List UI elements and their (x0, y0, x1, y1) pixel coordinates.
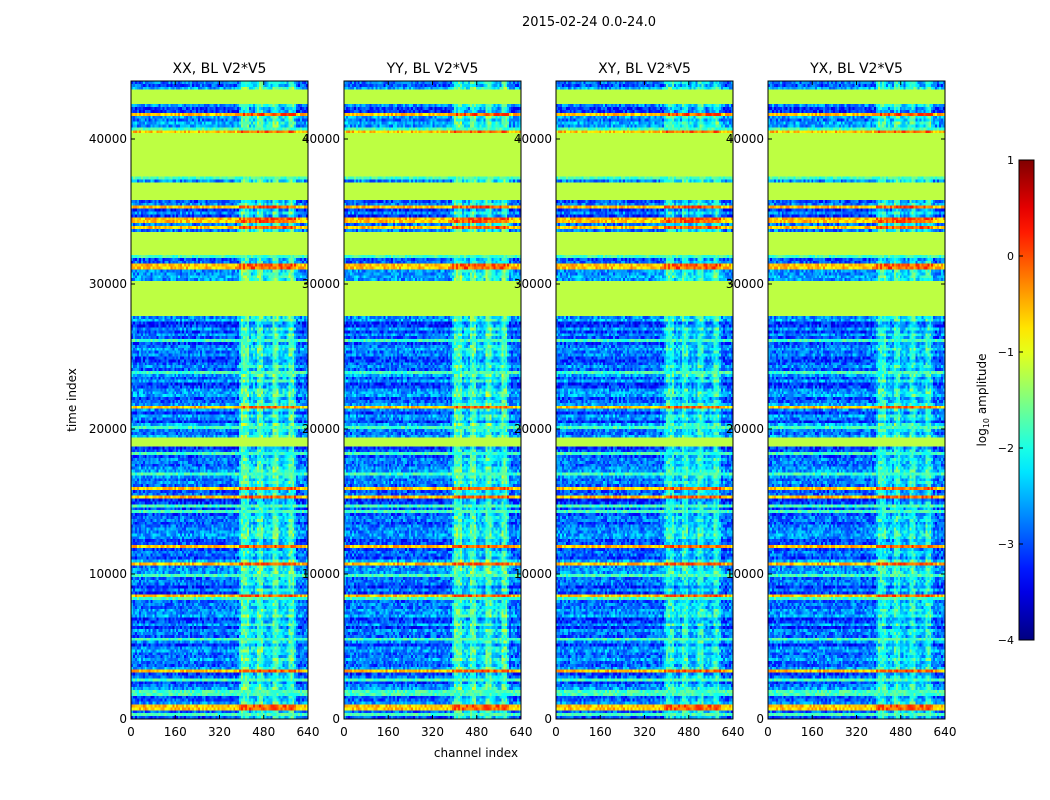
heatmap-image-yy (344, 81, 521, 719)
panels: XX, BL V2*V5 0 160 320 480 640 0 10000 20000 3000… (89, 61, 957, 739)
panel-title: XY, BL V2*V5 (598, 61, 691, 77)
y-axis-label: time index (65, 368, 79, 432)
panel-yx: YX, BL V2*V5 0 160 320 480 640 0 10000 20000 3000… (726, 61, 957, 739)
y-tick-label: 10000 (726, 567, 764, 581)
y-tick-label: 40000 (302, 132, 340, 146)
x-tick-label: 0 (552, 725, 560, 739)
figure-title: 2015-02-24 0.0-24.0 (522, 15, 656, 30)
heatmap-image-xx (131, 81, 308, 719)
colorbar: 1 0 −1 −2 −3 −4 log10 amplitude (975, 154, 1035, 647)
x-tick-label: 320 (845, 725, 868, 739)
colorbar-gradient (1018, 159, 1035, 641)
x-tick-label: 160 (377, 725, 400, 739)
y-tick-label: 30000 (726, 277, 764, 291)
x-tick-label: 320 (633, 725, 656, 739)
y-tick-label: 10000 (302, 567, 340, 581)
heatmap-image-xy (556, 81, 733, 719)
panel-xy: XY, BL V2*V5 0 160 320 480 640 0 10000 20000 3000… (514, 61, 745, 739)
x-tick-label: 160 (164, 725, 187, 739)
x-tick-label: 640 (934, 725, 957, 739)
y-tick-label: 0 (544, 712, 552, 726)
x-axis-label: channel index (434, 746, 518, 760)
panel-title: XX, BL V2*V5 (173, 61, 267, 77)
x-tick-label: 160 (589, 725, 612, 739)
y-tick-label: 20000 (89, 422, 127, 436)
y-tick-label: 0 (119, 712, 127, 726)
x-tick-label: 480 (677, 725, 700, 739)
colorbar-tick-label: −1 (998, 346, 1014, 359)
x-tick-label: 480 (252, 725, 275, 739)
colorbar-tick-label: −4 (998, 634, 1014, 647)
y-tick-label: 0 (332, 712, 340, 726)
y-tick-label: 30000 (514, 277, 552, 291)
colorbar-tick-label: −3 (998, 538, 1014, 551)
x-tick-label: 0 (340, 725, 348, 739)
x-tick-label: 640 (722, 725, 745, 739)
y-tick-label: 30000 (89, 277, 127, 291)
x-tick-label: 640 (510, 725, 533, 739)
y-tick-label: 30000 (302, 277, 340, 291)
panel-title: YX, BL V2*V5 (809, 61, 903, 77)
colorbar-tick-label: 1 (1007, 154, 1014, 167)
y-tick-label: 0 (756, 712, 764, 726)
heatmap-image-yx (768, 81, 945, 719)
panel-title: YY, BL V2*V5 (386, 61, 479, 77)
x-tick-label: 0 (127, 725, 135, 739)
x-tick-label: 160 (801, 725, 824, 739)
x-tick-label: 480 (465, 725, 488, 739)
colorbar-label: log10 amplitude (975, 354, 991, 447)
y-tick-label: 10000 (514, 567, 552, 581)
x-tick-label: 480 (889, 725, 912, 739)
x-tick-label: 640 (297, 725, 320, 739)
x-tick-label: 320 (421, 725, 444, 739)
x-tick-label: 320 (208, 725, 231, 739)
y-tick-label: 10000 (89, 567, 127, 581)
y-tick-label: 40000 (726, 132, 764, 146)
x-tick-label: 0 (764, 725, 772, 739)
y-tick-label: 20000 (302, 422, 340, 436)
panel-xx: XX, BL V2*V5 0 160 320 480 640 0 10000 20000 3000… (89, 61, 320, 739)
panel-yy: YY, BL V2*V5 0 160 320 480 640 0 10000 20000 3000… (302, 61, 533, 739)
y-tick-label: 20000 (726, 422, 764, 436)
y-tick-label: 20000 (514, 422, 552, 436)
y-tick-label: 40000 (89, 132, 127, 146)
y-tick-label: 40000 (514, 132, 552, 146)
colorbar-tick-label: −2 (998, 442, 1014, 455)
colorbar-tick-label: 0 (1007, 250, 1014, 263)
